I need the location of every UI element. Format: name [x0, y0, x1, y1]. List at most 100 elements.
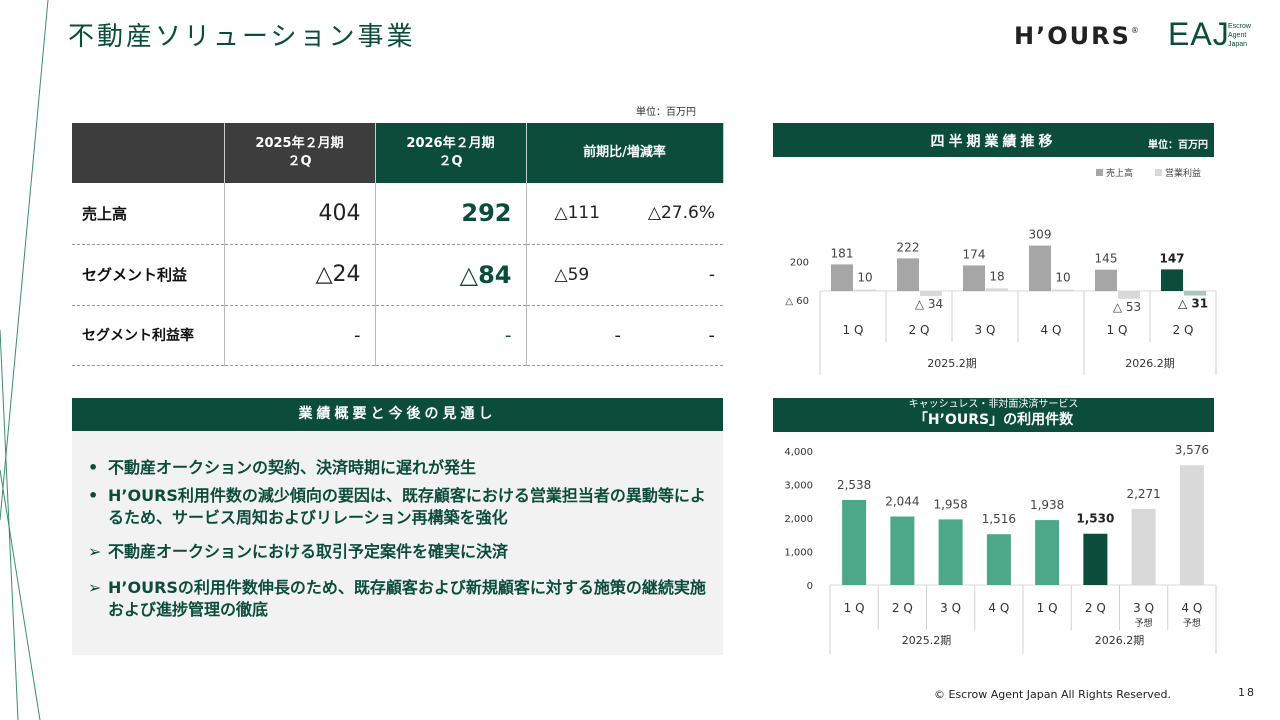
- cur-value: △84: [375, 244, 527, 306]
- y-tick-label: 3,000: [784, 481, 813, 492]
- y-tick-label: 4,000: [784, 447, 813, 458]
- x-tick-label: 1 Q: [843, 323, 864, 337]
- page-number: 18: [1238, 686, 1256, 699]
- usage-bar: [1131, 508, 1156, 585]
- revenue-label: 181: [831, 246, 854, 260]
- bullet-mark: •: [88, 486, 99, 505]
- usage-bar: [938, 519, 963, 585]
- table-unit-label: 単位：百万円: [636, 107, 696, 118]
- x-tick-label: 4 Q: [988, 601, 1009, 615]
- table-row: 売上高 404 292 △111 △27.6%: [72, 183, 723, 245]
- usage-label: 1,938: [1030, 498, 1064, 512]
- compare-cell: --: [526, 305, 723, 366]
- hours-chart-subtitle: キャッシュレス・非対面決済サービス: [908, 399, 1079, 410]
- copyright: © Escrow Agent Japan All Rights Reserved…: [934, 688, 1171, 701]
- legend-swatch-profit: [1155, 169, 1162, 176]
- legend-swatch-revenue: [1096, 169, 1103, 176]
- revenue-label: 174: [963, 247, 986, 261]
- profit-label: 10: [1055, 271, 1070, 285]
- usage-label: 2,044: [885, 495, 919, 509]
- x-tick-label: 2 Q: [1085, 601, 1106, 615]
- prev-value: △24: [224, 244, 376, 306]
- usage-bar: [1179, 465, 1204, 585]
- revenue-bar: [1161, 269, 1183, 291]
- x-tick-label: 4 Q: [1041, 323, 1062, 337]
- revenue-label: 309: [1029, 228, 1052, 242]
- row-label: セグメント利益率: [72, 305, 225, 366]
- x-tick-label: 3 Q: [975, 323, 996, 337]
- row-label: 売上高: [72, 183, 225, 245]
- profit-bar: [854, 289, 876, 291]
- revenue-bar: [1029, 245, 1051, 291]
- hours-logo: H’OURS®: [1014, 22, 1141, 50]
- cur-value: -: [375, 305, 527, 366]
- summary-bullet: • H’OURS利用件数の減少傾向の要因は、既存顧客における営業担当者の異動等によ…: [88, 486, 706, 527]
- profit-bar: [1118, 291, 1140, 299]
- quarterly-chart-unit: 単位：百万円: [1148, 140, 1208, 151]
- usage-bar: [1083, 533, 1108, 585]
- profit-bar: [1184, 291, 1206, 296]
- row-label: セグメント利益: [72, 244, 225, 306]
- usage-bar: [842, 499, 867, 585]
- hours-usage-chart: 0 1,000 2,000 3,000 4,000 2,538 2,044 1,958 1,51…: [784, 443, 1217, 654]
- profit-label: 18: [989, 269, 1004, 283]
- quarterly-chart-title: 四半期業績推移: [930, 134, 1057, 150]
- usage-label: 1,516: [982, 512, 1016, 526]
- table-header-cur: 2026年２月期 ２Q: [375, 123, 527, 183]
- x-tick-label: 2 Q: [1173, 323, 1194, 337]
- table-row: セグメント利益 △24 △84 △59 -: [72, 244, 723, 306]
- arrow-mark: ➢: [88, 542, 102, 561]
- usage-bar: [1035, 520, 1060, 585]
- quarterly-chart-header: 四半期業績推移 単位：百万円: [773, 123, 1214, 157]
- rate-value: -: [708, 264, 715, 285]
- summary-action: ➢ H’OURSの利用件数伸長のため、既存顧客および新規顧客に対する施策の継続実施…: [88, 578, 706, 619]
- y-tick-label: 200: [790, 258, 809, 269]
- profit-label: 10: [857, 271, 872, 285]
- summary-box: • 不動産オークションの契約、決済時期に遅れが発生 • H’OURS利用件数の減少傾…: [72, 431, 723, 655]
- usage-label: 2,271: [1126, 487, 1160, 501]
- profit-bar: [986, 288, 1008, 291]
- financial-table: 2025年２月期 ２Q 2026年２月期 ２Q 前期比/増減率 売上高 404 …: [72, 123, 724, 366]
- profit-label: △ 53: [1113, 300, 1141, 314]
- legend-label-revenue: 売上高: [1106, 167, 1133, 179]
- revenue-bar: [831, 264, 853, 291]
- profit-label: △ 31: [1178, 297, 1208, 311]
- profit-bar: [1052, 289, 1074, 291]
- hours-chart-header: キャッシュレス・非対面決済サービス 「H’OURS」の利用件数: [773, 398, 1214, 432]
- x-tick-label: 4 Q: [1181, 601, 1202, 615]
- profit-bar: [920, 291, 942, 296]
- summary-title: 業績概要と今後の見通し: [72, 398, 723, 431]
- hours-chart-title: 「H’OURS」の利用件数: [913, 412, 1074, 428]
- rate-value: -: [708, 324, 716, 346]
- x-tick-label: 2 Q: [892, 601, 913, 615]
- x-group-label: 2026.2期: [1125, 357, 1175, 370]
- usage-bar: [986, 534, 1011, 585]
- revenue-label: 145: [1095, 252, 1118, 266]
- table-row: セグメント利益率 - - --: [72, 305, 723, 366]
- compare-cell: △59 -: [526, 244, 723, 306]
- prev-value: 404: [224, 183, 376, 245]
- usage-bar: [890, 516, 915, 585]
- summary-action: ➢ 不動産オークションにおける取引予定案件を確実に決済: [88, 542, 509, 561]
- usage-label: 2,538: [837, 478, 871, 492]
- revenue-bar: [1095, 269, 1117, 291]
- decorative-lines: [0, 0, 49, 720]
- revenue-label: 147: [1159, 251, 1184, 265]
- x-tick-label: 1 Q: [1037, 601, 1058, 615]
- diff-value: △111: [554, 203, 601, 224]
- usage-label: 3,576: [1175, 443, 1209, 457]
- x-tick-label: 1 Q: [1107, 323, 1128, 337]
- table-header-prev: 2025年２月期 ２Q: [224, 123, 376, 183]
- x-tick-label: 3 Q: [1133, 601, 1154, 615]
- y-tick-label: △ 60: [785, 296, 809, 307]
- diff-value: △59: [554, 264, 590, 285]
- usage-label: 1,530: [1076, 512, 1114, 526]
- revenue-label: 222: [897, 240, 920, 254]
- x-group-label: 2025.2期: [927, 357, 977, 370]
- x-tick-label: 2 Q: [909, 323, 930, 337]
- revenue-bar: [963, 265, 985, 291]
- arrow-mark: ➢: [88, 578, 102, 597]
- compare-cell: △111 △27.6%: [526, 183, 723, 245]
- rate-value: △27.6%: [647, 203, 715, 224]
